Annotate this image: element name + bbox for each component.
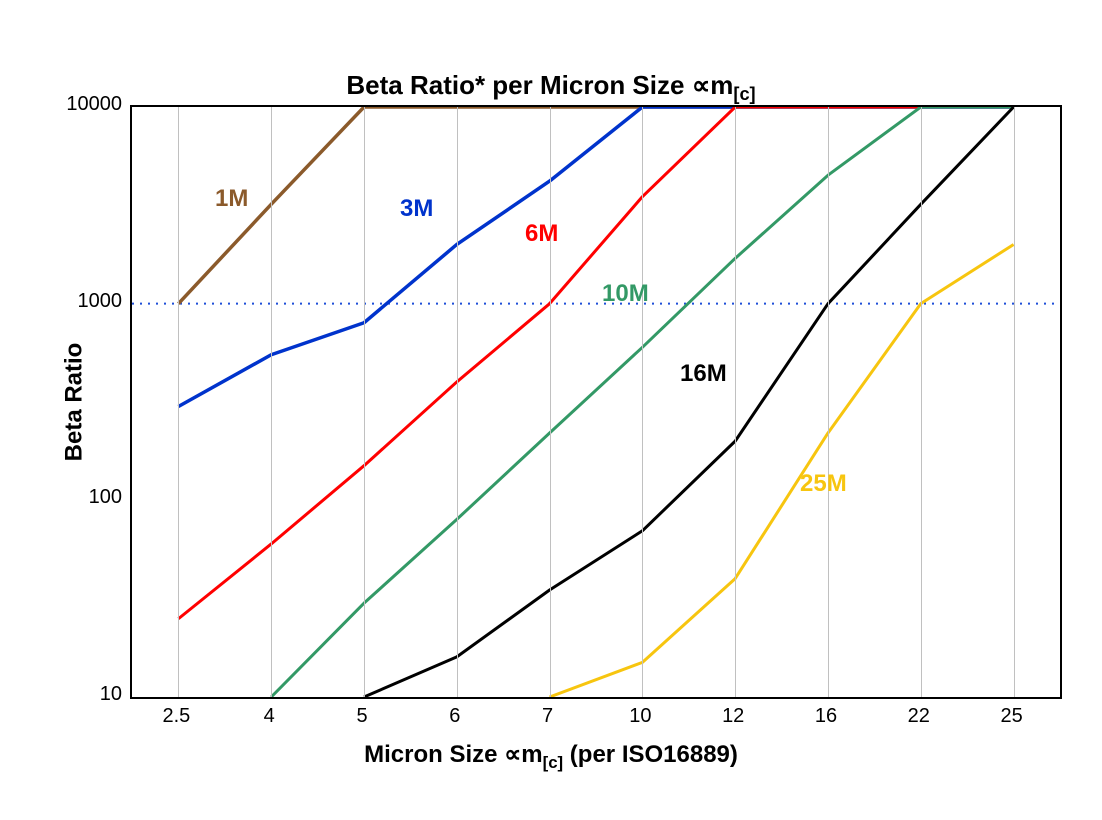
x-axis-label: Micron Size ∝m[c] (per ISO16889)	[0, 740, 1102, 773]
x-tick-label: 5	[332, 705, 392, 728]
series-line	[178, 107, 1013, 619]
y-tick-label: 10	[42, 683, 122, 706]
x-label-prefix: Micron Size	[364, 741, 504, 768]
grid-line-v	[1014, 107, 1015, 697]
x-tick-label: 22	[889, 705, 949, 728]
grid-line-v	[735, 107, 736, 697]
x-tick-label: 10	[610, 705, 670, 728]
y-tick-label: 10000	[42, 93, 122, 116]
chart-title: Beta Ratio* per Micron Size ∝m[c]	[0, 70, 1102, 105]
series-label: 16M	[680, 360, 727, 388]
series-line	[178, 107, 1013, 304]
chart-title-prefix: Beta Ratio* per Micron Size	[346, 70, 691, 100]
grid-line-v	[364, 107, 365, 697]
series-label: 10M	[602, 280, 649, 308]
x-label-sub: [c]	[543, 753, 564, 772]
x-tick-label: 16	[796, 705, 856, 728]
plot-area	[130, 105, 1062, 699]
x-label-symbol: ∝m	[504, 741, 542, 768]
series-line	[178, 107, 1013, 406]
series-label: 25M	[800, 470, 847, 498]
chart-title-symbol: ∝m	[692, 70, 734, 100]
chart-container: Beta Ratio* per Micron Size ∝m[c] Beta R…	[0, 0, 1102, 820]
series-label: 3M	[400, 195, 433, 223]
y-axis-label: Beta Ratio	[60, 343, 88, 462]
grid-line-v	[550, 107, 551, 697]
x-tick-label: 7	[518, 705, 578, 728]
grid-line-v	[178, 107, 179, 697]
series-line	[364, 107, 1014, 697]
series-label: 1M	[215, 185, 248, 213]
x-tick-label: 12	[703, 705, 763, 728]
x-tick-label: 2.5	[146, 705, 206, 728]
grid-line-v	[828, 107, 829, 697]
grid-line-v	[921, 107, 922, 697]
x-tick-label: 6	[425, 705, 485, 728]
series-line	[550, 244, 1014, 697]
x-tick-label: 25	[982, 705, 1042, 728]
y-tick-label: 1000	[42, 290, 122, 313]
grid-line-v	[642, 107, 643, 697]
x-tick-label: 4	[239, 705, 299, 728]
chart-title-sub: [c]	[733, 84, 755, 104]
grid-line-v	[457, 107, 458, 697]
series-label: 6M	[525, 220, 558, 248]
y-tick-label: 100	[42, 486, 122, 509]
grid-line-v	[271, 107, 272, 697]
x-label-suffix: (per ISO16889)	[563, 741, 738, 768]
